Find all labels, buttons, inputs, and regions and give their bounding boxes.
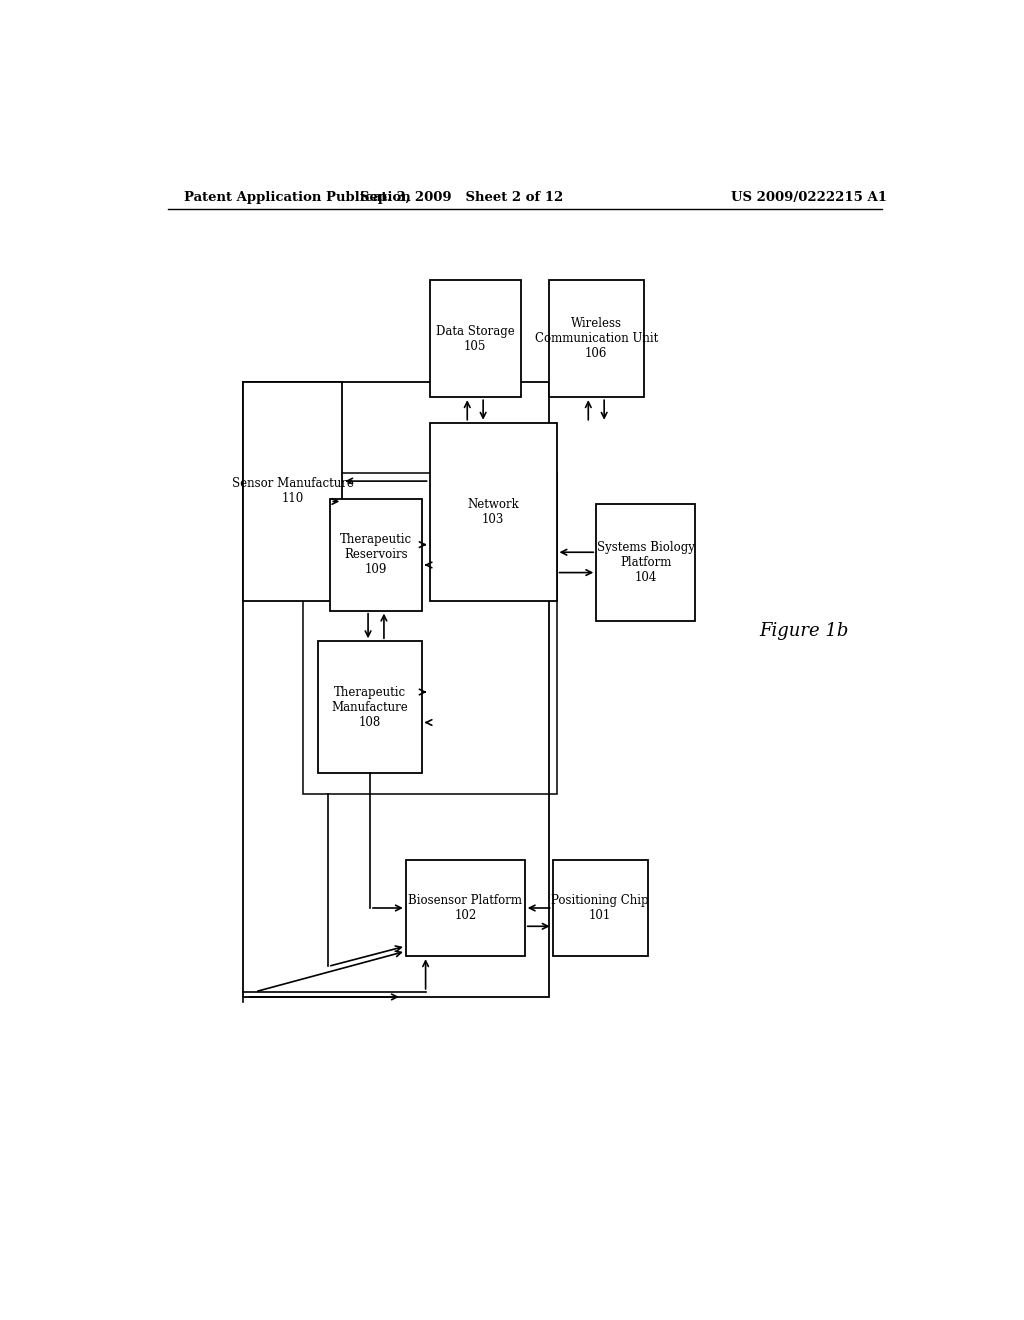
Text: Sensor Manufacture
110: Sensor Manufacture 110: [231, 478, 353, 506]
Text: Therapeutic
Reservoirs
109: Therapeutic Reservoirs 109: [340, 533, 412, 577]
Bar: [549, 280, 644, 397]
Text: Biosensor Platform
102: Biosensor Platform 102: [409, 894, 522, 921]
Bar: [596, 504, 695, 620]
Bar: [243, 381, 549, 997]
Text: Data Storage
105: Data Storage 105: [436, 325, 515, 352]
Bar: [553, 859, 648, 956]
Text: Figure 1b: Figure 1b: [759, 622, 848, 640]
Bar: [406, 859, 524, 956]
Text: Therapeutic
Manufacture
108: Therapeutic Manufacture 108: [332, 686, 409, 729]
Bar: [243, 381, 342, 601]
Text: Systems Biology
Platform
104: Systems Biology Platform 104: [597, 541, 694, 583]
Text: Patent Application Publication: Patent Application Publication: [183, 190, 411, 203]
Text: Network
103: Network 103: [467, 498, 519, 525]
Bar: [318, 642, 422, 774]
Text: Wireless
Communication Unit
106: Wireless Communication Unit 106: [535, 317, 657, 360]
Bar: [303, 474, 557, 793]
Text: Positioning Chip
101: Positioning Chip 101: [551, 894, 649, 921]
Bar: [430, 280, 521, 397]
Text: Sep. 3, 2009   Sheet 2 of 12: Sep. 3, 2009 Sheet 2 of 12: [359, 190, 563, 203]
Bar: [331, 499, 422, 611]
Text: US 2009/0222215 A1: US 2009/0222215 A1: [731, 190, 887, 203]
Bar: [430, 422, 557, 601]
